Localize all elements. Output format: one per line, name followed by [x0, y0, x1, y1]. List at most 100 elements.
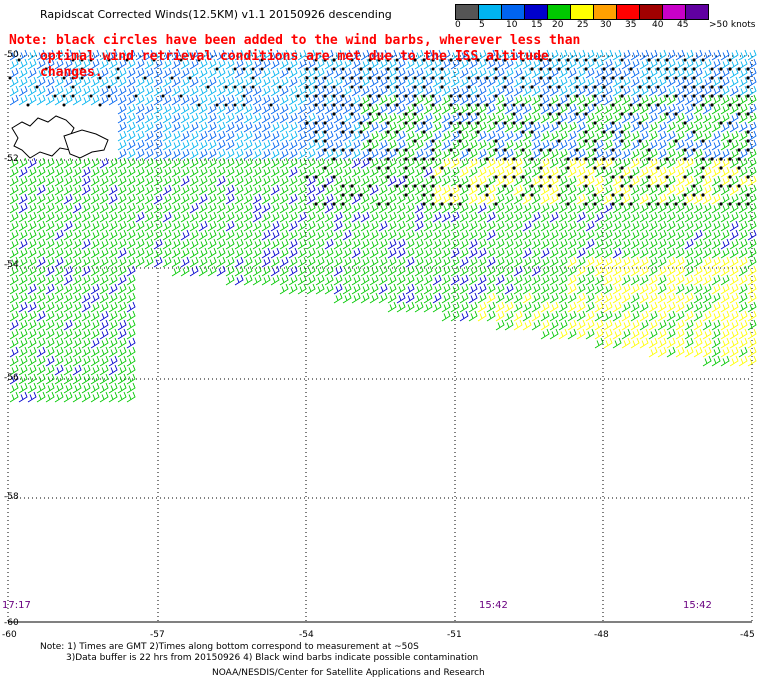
wind-barb — [675, 346, 685, 358]
wind-barb — [585, 274, 595, 286]
contamination-dot — [467, 85, 471, 89]
wind-barb — [63, 238, 73, 250]
wind-barb — [657, 328, 667, 340]
wind-barb — [594, 76, 604, 88]
wind-barb — [216, 229, 226, 241]
wind-barb — [90, 175, 100, 187]
wind-barb — [225, 49, 235, 61]
wind-barb — [621, 58, 631, 70]
contamination-dot — [413, 103, 417, 107]
wind-barb — [126, 148, 136, 160]
wind-barb — [153, 166, 163, 178]
wind-barb — [720, 202, 730, 214]
wind-barb — [747, 283, 757, 295]
contamination-dot — [368, 184, 372, 188]
wind-barb — [405, 148, 415, 160]
wind-barb — [531, 283, 541, 295]
wind-barb — [54, 373, 64, 385]
wind-barb — [612, 157, 622, 169]
wind-barb — [126, 238, 136, 250]
wind-barb — [225, 193, 235, 205]
contamination-dot — [404, 76, 408, 80]
wind-barb — [450, 265, 460, 277]
wind-barb — [387, 247, 397, 259]
wind-barb — [612, 337, 622, 349]
contamination-dot — [683, 175, 687, 179]
wind-barb — [387, 211, 397, 223]
wind-barb — [450, 256, 460, 268]
wind-barb — [270, 148, 280, 160]
wind-barb — [36, 157, 46, 169]
wind-barb — [693, 94, 703, 106]
x-axis-label: -54 — [299, 630, 314, 640]
wind-barb — [531, 130, 541, 142]
wind-barb — [288, 112, 298, 124]
wind-barb — [234, 139, 244, 151]
contamination-dot — [593, 193, 597, 197]
wind-barb — [495, 238, 505, 250]
wind-barb — [117, 274, 127, 286]
wind-barb — [693, 238, 703, 250]
wind-barb — [9, 265, 19, 277]
wind-barb — [333, 76, 343, 88]
wind-barb — [441, 193, 451, 205]
wind-barb — [297, 112, 307, 124]
wind-barb — [126, 337, 136, 349]
wind-barb — [630, 184, 640, 196]
contamination-dot — [323, 184, 327, 188]
wind-barb — [558, 121, 568, 133]
wind-barb — [702, 310, 712, 322]
contamination-dot — [350, 76, 354, 80]
wind-barb — [261, 166, 271, 178]
wind-barb — [45, 85, 55, 97]
wind-barb — [234, 265, 244, 277]
wind-barb — [351, 220, 361, 232]
wind-barb — [630, 328, 640, 340]
wind-barb — [387, 265, 397, 277]
wind-barb — [666, 112, 676, 124]
wind-barb — [63, 292, 73, 304]
wind-barb — [45, 319, 55, 331]
wind-barb — [423, 292, 433, 304]
wind-barb — [702, 355, 712, 367]
wind-barb — [90, 328, 100, 340]
wind-barb — [675, 247, 685, 259]
wind-barb — [333, 184, 343, 196]
wind-barb — [324, 247, 334, 259]
contamination-dot — [404, 175, 408, 179]
wind-barb — [504, 139, 514, 151]
wind-barb — [675, 85, 685, 97]
wind-barb — [540, 202, 550, 214]
wind-barb — [207, 202, 217, 214]
wind-barb — [252, 112, 262, 124]
contamination-dot — [548, 85, 552, 89]
wind-barb — [72, 85, 82, 97]
wind-barb — [720, 130, 730, 142]
wind-barb — [72, 292, 82, 304]
wind-barb — [495, 256, 505, 268]
wind-barb — [603, 175, 613, 187]
wind-barb — [432, 67, 442, 79]
wind-barb — [171, 85, 181, 97]
wind-barb — [657, 256, 667, 268]
wind-barb — [27, 274, 37, 286]
wind-barb — [738, 121, 748, 133]
contamination-dot — [503, 157, 507, 161]
wind-barb — [450, 76, 460, 88]
wind-barb — [405, 94, 415, 106]
contamination-dot — [719, 184, 723, 188]
wind-barb — [351, 139, 361, 151]
wind-barb — [108, 85, 118, 97]
wind-barb — [603, 265, 613, 277]
contamination-dot — [377, 166, 381, 170]
wind-barb — [684, 121, 694, 133]
wind-barb — [153, 148, 163, 160]
wind-barb — [684, 220, 694, 232]
wind-barb — [36, 364, 46, 376]
wind-barb — [468, 49, 478, 61]
wind-barb — [729, 49, 739, 61]
wind-barb — [522, 112, 532, 124]
wind-barb — [324, 193, 334, 205]
wind-barb — [36, 355, 46, 367]
wind-barb — [657, 184, 667, 196]
